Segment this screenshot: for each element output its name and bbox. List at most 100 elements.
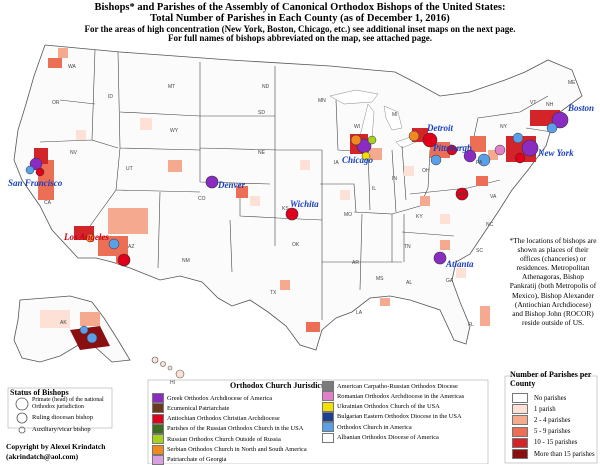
lake-huron <box>383 105 403 131</box>
jurisdiction-label: Ukrainian Orthodox Church of the USA <box>337 403 440 411</box>
parish-swatch <box>512 404 528 415</box>
jurisdiction-swatch <box>152 444 164 455</box>
jurisdiction-label: Greek Orthodox Archdiocese of America <box>167 394 273 402</box>
state-label-ne: NE <box>258 150 265 156</box>
state-label-al: AL <box>406 280 413 286</box>
state-label-or: OR <box>52 100 60 106</box>
parish-label: 5 - 9 parishes <box>534 428 571 436</box>
state-label-il: IL <box>372 186 377 192</box>
jurisdiction-swatch <box>152 403 164 414</box>
jurisdiction-swatch <box>322 381 334 391</box>
jurisdiction-legend-item: Antiochian Orthodox Christian Archdioces… <box>152 413 280 424</box>
parish-swatch <box>512 437 528 448</box>
state-label-nd: ND <box>262 84 270 90</box>
state-label-tx: TX <box>270 290 277 296</box>
subtitle-line-2: For full names of bishops abbreviated on… <box>168 33 432 43</box>
city-label-sanfrancisco: San Francisco <box>8 178 63 188</box>
state-label-ut: UT <box>126 166 133 172</box>
jurisdiction-legend-item: Ecumenical Patriarchate <box>152 403 230 414</box>
state-label-nm: NM <box>182 258 190 264</box>
parish-legend-item: 10 - 15 parishes <box>512 437 578 448</box>
city-label-atlanta: Atlanta <box>446 259 474 269</box>
alaska-shape <box>13 295 131 363</box>
state-label-ny: NY <box>500 124 507 130</box>
parish-legend-heading: Number of Parishes per County <box>510 370 592 388</box>
city-label-boston: Boston <box>568 103 595 113</box>
jurisdiction-swatch <box>152 393 164 403</box>
jurisdiction-label: Orthodox Church in America <box>337 423 412 431</box>
state-label-ok: OK <box>292 242 300 248</box>
state-label-hi: HI <box>170 380 175 386</box>
jurisdiction-legend-item: Orthodox Church in America <box>322 422 412 433</box>
parish-swatch <box>512 393 528 403</box>
jurisdiction-swatch <box>152 454 164 465</box>
parish-legend-item: More than 15 parishes <box>512 449 595 459</box>
jurisdiction-label: Antiochian Orthodox Christian Archdioces… <box>167 415 280 423</box>
city-label-wichita: Wichita <box>290 199 319 209</box>
jurisdiction-legend-frame <box>147 379 489 464</box>
parish-swatch <box>512 426 528 437</box>
state-label-ar: AR <box>352 260 359 266</box>
jurisdiction-swatch <box>322 411 334 422</box>
jurisdiction-label: American Carpatho-Russian Orthodox Dioce… <box>337 382 458 390</box>
status-ruling-label: Ruling diocesan bishop <box>32 414 94 421</box>
jurisdiction-legend-item: Serbian Orthodox Church in North and Sou… <box>152 444 307 455</box>
status-auxiliary-label: Auxiliary/vicar bishop <box>32 426 91 433</box>
parish-legend-item: 5 - 9 parishes <box>512 426 571 437</box>
jurisdiction-label: Romanian Orthodox Archdiocese in the Ame… <box>337 392 465 400</box>
parish-label: 2 - 4 parishes <box>534 416 571 424</box>
copyright-line-1: Copyright by Alexei Krindatch <box>6 442 106 451</box>
jurisdiction-swatch <box>322 401 334 412</box>
lake-superior <box>329 89 379 105</box>
jurisdiction-label: Bulgarian Eastern Orthodox Diocese in th… <box>337 413 462 421</box>
jurisdiction-label: Albanian Orthodox Diocese of America <box>337 434 439 441</box>
parish-legend-item: No parishes <box>512 393 566 403</box>
contiguous-us-shape <box>13 44 583 351</box>
jurisdiction-legend-item: Parishes of the Russian Orthodox Church … <box>152 423 304 434</box>
status-symbols <box>15 397 29 434</box>
state-label-ia: IA <box>334 160 339 166</box>
hawaii-shape <box>151 356 185 379</box>
state-label-wv: WV <box>458 192 467 198</box>
city-label-chicago: Chicago <box>342 155 374 165</box>
state-label-ms: MS <box>376 276 384 282</box>
bishop-markers <box>25 111 569 344</box>
parish-label: 1 parish <box>534 405 556 413</box>
parish-label: No parishes <box>534 394 567 402</box>
state-label-mt: MT <box>168 84 176 90</box>
jurisdiction-label: Parishes of the Russian Orthodox Church … <box>167 425 304 433</box>
status-legend-heading: Status of Bishops <box>10 388 69 397</box>
bishop-location-note: *The locations of bishops are shown as p… <box>509 236 597 327</box>
state-label-wa: WA <box>68 64 76 70</box>
jurisdiction-legend-item: Russian Orthodox Church Outside of Russi… <box>152 434 281 445</box>
jurisdiction-label: Russian Orthodox Church Outside of Russi… <box>167 435 281 443</box>
state-label-nc: NC <box>486 222 494 228</box>
jurisdiction-legend-item: Patriarchate of Georgia <box>152 454 227 465</box>
parish-legend-item: 1 parish <box>512 404 556 415</box>
parish-legend-item: 2 - 4 parishes <box>512 415 571 426</box>
parish-label: 10 - 15 parishes <box>534 439 578 447</box>
state-label-mi: MI <box>392 112 398 118</box>
city-label-denver: Denver <box>218 180 245 190</box>
jurisdiction-swatch <box>152 413 164 424</box>
city-label-pittsburgh: Pittsburgh <box>433 143 473 153</box>
city-label-detroit: Detroit <box>427 123 453 133</box>
parish-swatch <box>512 449 528 459</box>
parish-label: More than 15 parishes <box>534 450 595 458</box>
state-label-oh: OH <box>422 168 430 174</box>
state-label-sd: SD <box>258 110 265 116</box>
status-legend-frame <box>7 387 113 429</box>
state-label-vt: VT <box>530 100 537 106</box>
state-label-la: LA <box>356 310 363 316</box>
jurisdiction-swatch <box>152 423 164 434</box>
state-label-ky: KY <box>416 214 423 220</box>
jurisdiction-label: Ecumenical Patriarchate <box>167 404 230 412</box>
parish-legend-frame <box>504 375 598 464</box>
state-label-mn: MN <box>318 98 326 104</box>
subtitle-line-1: For the areas of high concentration (New… <box>84 24 516 34</box>
state-label-nh: NH <box>546 102 554 108</box>
state-label-wi: WI <box>354 124 361 130</box>
state-label-nv: NV <box>70 150 77 156</box>
jurisdiction-swatch <box>322 432 334 443</box>
